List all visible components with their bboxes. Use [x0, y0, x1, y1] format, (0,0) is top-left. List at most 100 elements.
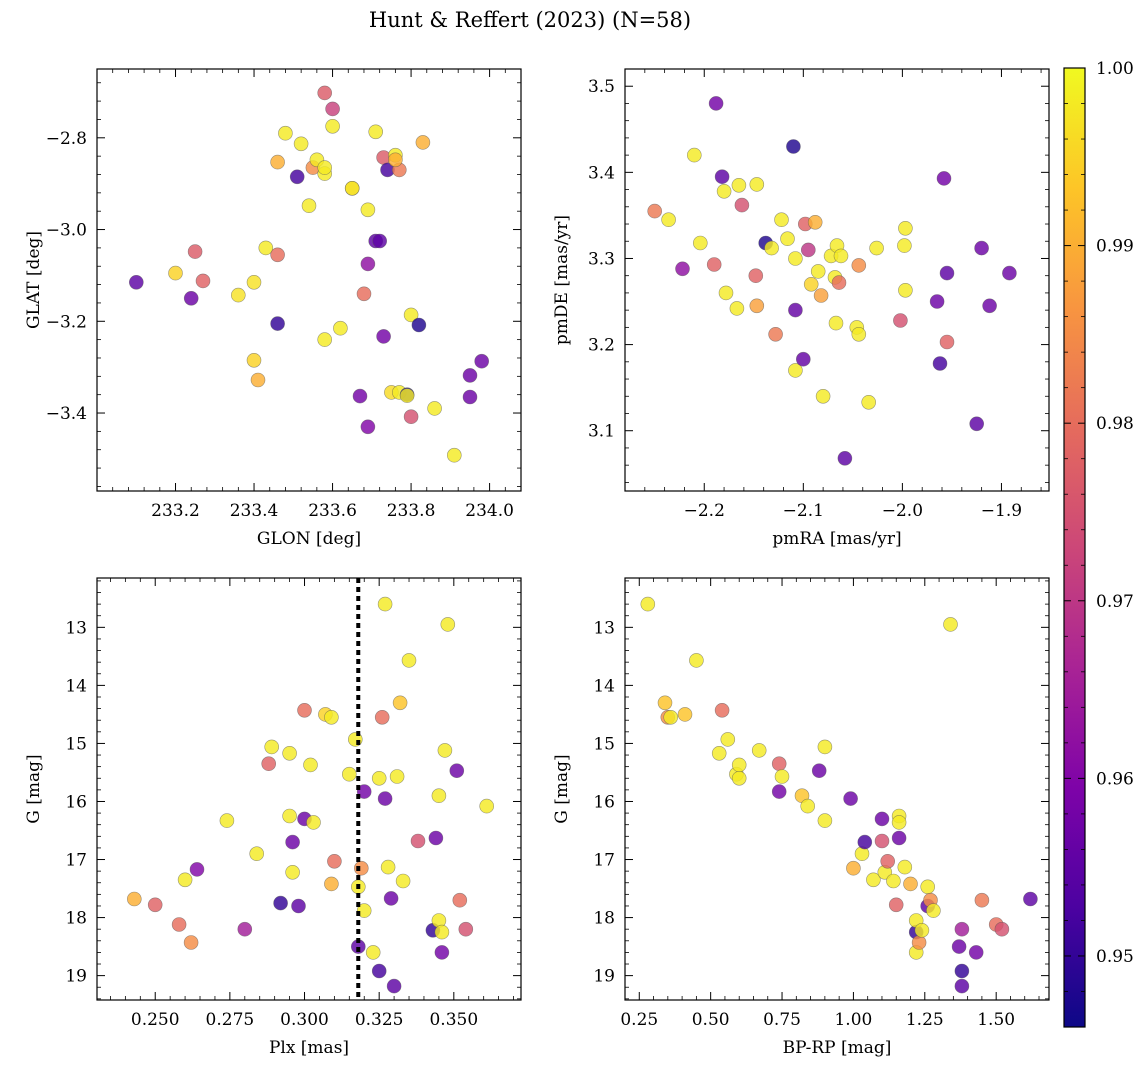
scatter-point: [401, 653, 417, 668]
plot-frame: [96, 68, 522, 492]
x-tick-label: 233.4: [230, 501, 279, 521]
colorbar-tick-label: 1.00: [1096, 59, 1134, 79]
scatter-point: [774, 769, 790, 784]
scatter-point: [675, 261, 690, 277]
scatter-point: [431, 788, 447, 804]
scatter-point: [795, 351, 811, 367]
y-tick-label: −3.0: [46, 221, 87, 241]
scatter-point: [356, 903, 372, 918]
scatter-point: [815, 388, 831, 404]
scatter-point: [250, 372, 266, 388]
scatter-point: [893, 313, 908, 328]
scatter-point: [714, 169, 730, 184]
scatter-point: [270, 247, 285, 263]
scatter-point: [886, 873, 901, 889]
x-tick-label: 233.6: [308, 501, 357, 521]
scatter-point: [374, 709, 390, 725]
scatter-point: [828, 315, 844, 331]
scatter-point: [344, 181, 360, 196]
panel-glon-glat: 233.2 233.4 233.6 233.8 234.0 −3.4 −3.2 −3.0 −2.…: [24, 68, 522, 549]
scatter-point: [325, 119, 340, 134]
scatter-point: [231, 287, 246, 303]
scatter-point: [716, 184, 732, 199]
y-axis-label: G [mag]: [24, 754, 44, 823]
scatter-point: [341, 766, 357, 782]
scatter-point: [261, 756, 277, 772]
scatter-point: [751, 743, 767, 758]
scatter-point: [718, 285, 734, 301]
y-tick-label: 15: [65, 734, 87, 754]
scatter-point: [926, 903, 941, 918]
scatter-point: [434, 945, 450, 960]
colorbar-tick-label: 0.96: [1096, 769, 1134, 789]
scatter-point: [714, 702, 730, 718]
scatter-point: [692, 235, 708, 251]
scatter-point: [943, 617, 958, 632]
x-tick-label: 0.350: [429, 1010, 478, 1030]
colorbar-tick-label: 0.95: [1096, 947, 1134, 967]
scatter-point: [415, 135, 431, 150]
y-tick-label: 15: [593, 734, 615, 754]
scatter-point: [969, 416, 985, 432]
scatter-point: [774, 212, 789, 227]
scatter-point: [270, 316, 285, 331]
scatter-point: [317, 332, 333, 347]
scatter-point: [237, 921, 253, 937]
x-tick-label: −2.0: [882, 501, 923, 521]
scatter-point: [994, 921, 1010, 937]
scatter-point: [768, 326, 783, 342]
scatter-point: [677, 707, 693, 722]
scatter-point: [891, 815, 907, 830]
scatter-point: [764, 240, 779, 256]
scatter-point: [874, 811, 890, 827]
x-tick-label: 0.300: [280, 1010, 329, 1030]
scatter-point: [903, 876, 918, 892]
scatter-point: [219, 813, 235, 828]
scatter-point: [1002, 265, 1017, 281]
colorbar-tick-label: 0.97: [1096, 592, 1134, 612]
scatter-point: [968, 945, 984, 960]
scatter-point: [291, 898, 306, 914]
scatter-point: [264, 739, 280, 755]
scatter-point: [951, 939, 967, 954]
scatter-point: [897, 859, 913, 875]
x-tick-label: −2.2: [684, 501, 725, 521]
y-tick-label: 18: [65, 909, 87, 929]
scatter-point: [874, 833, 890, 849]
scatter-point: [708, 96, 724, 111]
y-tick-label: 14: [65, 676, 87, 696]
y-tick-label: −3.4: [46, 404, 87, 424]
scatter-point: [780, 231, 795, 246]
scatter-point: [395, 873, 411, 889]
scatter-point: [939, 334, 955, 350]
scatter-point: [771, 784, 787, 799]
scatter-point: [380, 859, 396, 875]
y-tick-label: 16: [65, 792, 87, 812]
y-tick-label: 16: [593, 792, 615, 812]
scatter-point: [866, 872, 881, 888]
scatter-point: [388, 152, 403, 168]
scatter-point: [449, 763, 465, 779]
scatter-point: [377, 791, 393, 806]
scatter-point: [171, 917, 187, 932]
x-tick-label: 0.275: [206, 1010, 255, 1030]
colorbar-gradient: [1063, 67, 1086, 1028]
x-tick-label: 1.50: [977, 1010, 1015, 1030]
scatter-point: [954, 921, 970, 937]
scatter-point: [427, 401, 442, 416]
scatter-point: [720, 732, 736, 747]
x-tick-label: 234.0: [465, 501, 514, 521]
scatter-point: [788, 302, 803, 318]
plot-frame: [624, 68, 1050, 492]
scatter-point: [731, 770, 747, 786]
scatter-point: [392, 695, 408, 711]
scatter-point: [731, 178, 747, 193]
scatter-point: [1023, 891, 1038, 907]
scatter-point: [657, 695, 673, 711]
scatter-point: [817, 739, 833, 755]
scatter-point: [270, 154, 285, 170]
scatter-point: [297, 702, 312, 718]
scatter-point: [898, 221, 913, 236]
scatter-point: [731, 757, 747, 773]
scatter-point: [458, 921, 474, 937]
